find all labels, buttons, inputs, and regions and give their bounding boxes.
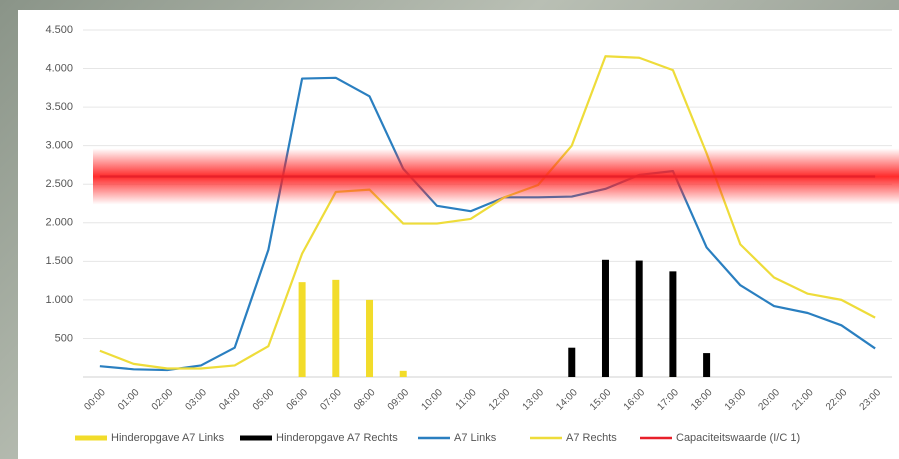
y-tick-label: 4.000: [45, 62, 73, 74]
bar: [568, 347, 576, 377]
y-tick-label: 500: [55, 332, 73, 344]
y-tick-label: 3.000: [45, 140, 73, 152]
bar: [669, 271, 677, 377]
bar: [703, 353, 711, 377]
y-tick-label: 2.000: [45, 217, 73, 229]
y-tick-label: 1.500: [45, 255, 73, 267]
bar: [635, 260, 643, 377]
y-tick-label: 3.500: [45, 101, 73, 113]
bar: [298, 282, 306, 377]
legend-label: Hinderopgave A7 Rechts: [276, 432, 398, 444]
y-tick-label: 2.500: [45, 178, 73, 190]
y-tick-label: 4.500: [45, 24, 73, 36]
bar: [601, 259, 609, 377]
legend-label: Capaciteitswaarde (I/C 1): [676, 432, 800, 444]
bar: [399, 370, 407, 377]
bar: [332, 279, 340, 377]
legend-label: A7 Links: [454, 432, 497, 444]
legend-label: Hinderopgave A7 Links: [111, 432, 225, 444]
legend-label: A7 Rechts: [566, 432, 617, 444]
chart-panel: [18, 10, 899, 459]
bar: [366, 299, 374, 377]
line: [99, 55, 876, 370]
y-tick-label: 1.000: [45, 294, 73, 306]
